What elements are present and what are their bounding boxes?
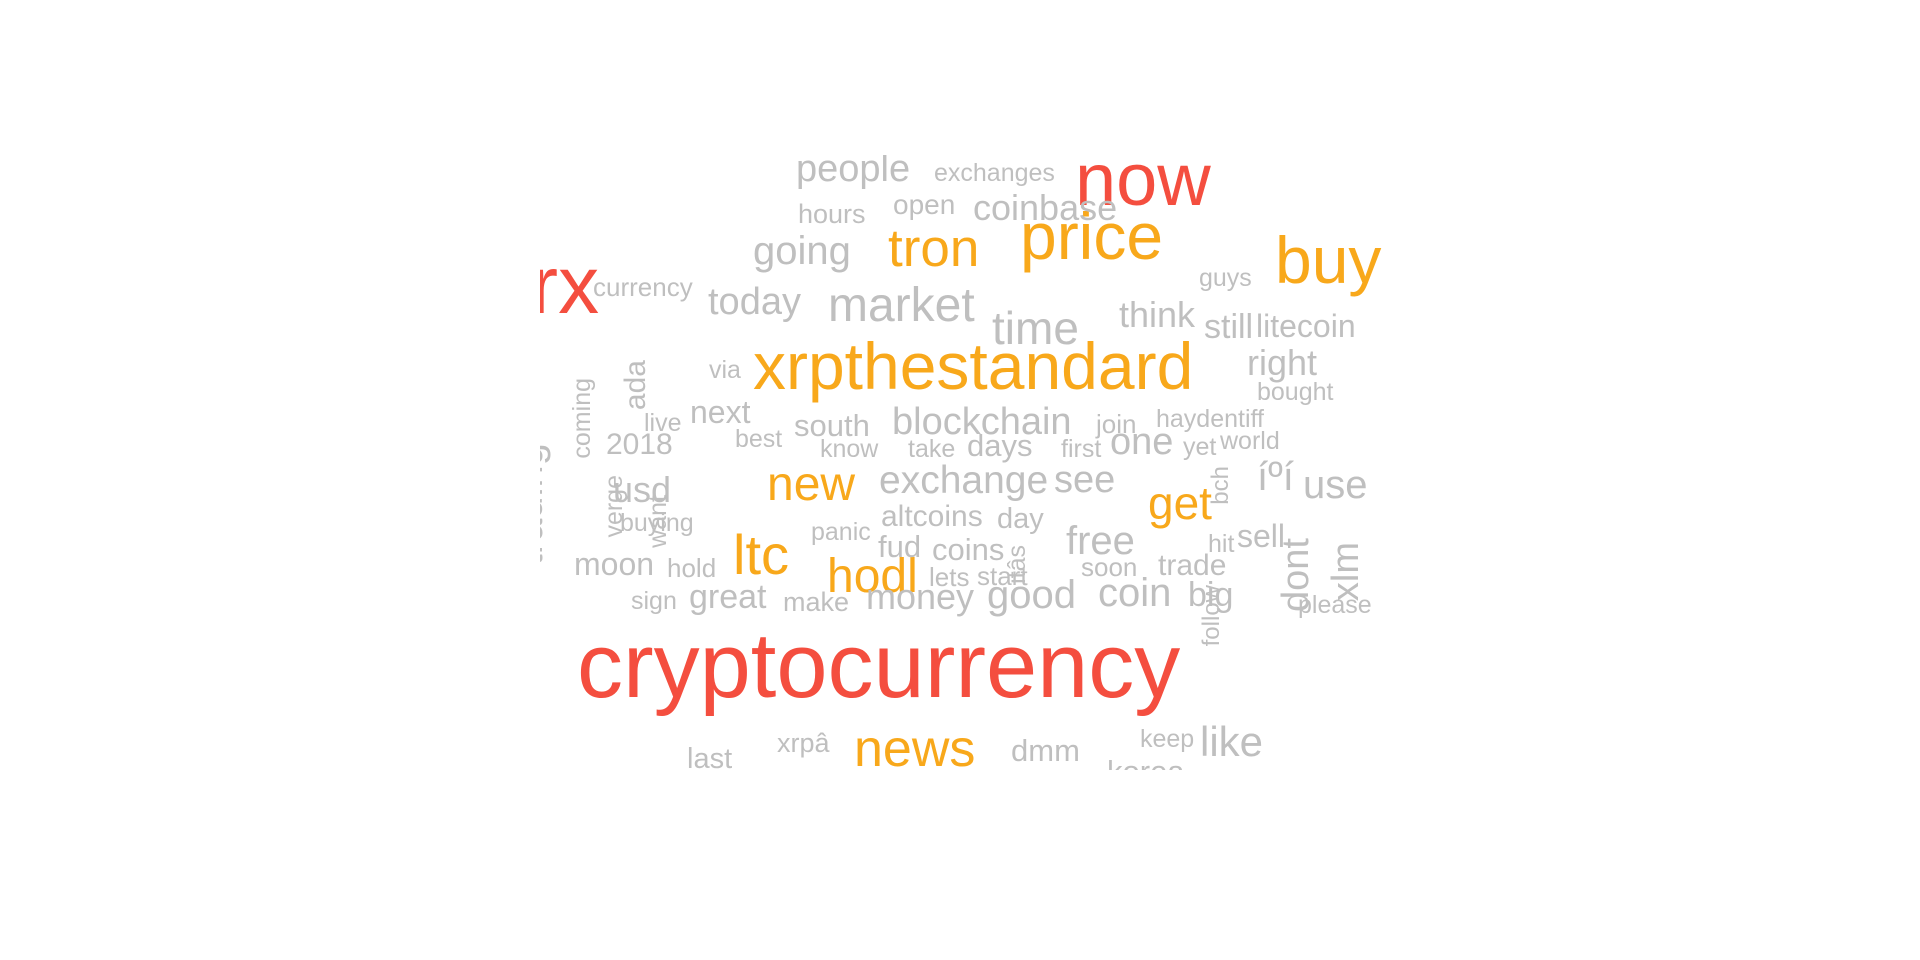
word-low: exchanges [934,159,1055,187]
word-mid: hodl [827,550,918,603]
word-high: now [1075,155,1211,221]
word-low: still [1204,308,1254,346]
word-low: going [753,229,851,273]
word-low: haydentiff [1156,405,1264,433]
word-low: blockchain [892,401,1072,443]
word-low: via [709,356,741,384]
word-mid: price [1020,199,1164,273]
word-low: south [794,408,870,443]
word-low: open [893,189,956,220]
word-low: live [644,409,682,437]
word-low: please [1298,591,1372,619]
word-low: time [992,302,1079,354]
word-high: trx [540,240,600,331]
word-low: free [1066,519,1135,563]
word-low: see [1054,459,1116,501]
word-mid: new [767,458,856,511]
word-low: hours [798,199,866,229]
word-mid: buy [1275,223,1382,297]
word-low: right [1247,342,1318,383]
word-low: people [796,155,911,190]
word-low: money [866,576,975,617]
word-low: ada [619,360,652,411]
word-low: sign [631,587,677,615]
word-low: coins [932,532,1005,567]
word-low: good [987,573,1076,617]
word-low: world [1220,427,1280,455]
word-low: panic [811,518,871,546]
word-low: usd [613,469,672,510]
word-mid: news [854,720,976,770]
word-low: days [967,428,1033,463]
word-low: start [977,561,1028,591]
word-low: keep [1140,725,1195,753]
word-low: 2018 [606,428,673,461]
word-low: trade [1158,549,1227,582]
word-low: sell [1237,518,1286,554]
word-low: know [820,435,879,463]
word-low: make [783,587,850,617]
word-low: think [1119,294,1196,335]
word-low: big [1188,576,1234,614]
word-low: currency [593,272,693,302]
word-low: last [687,743,733,771]
word-cloud-area: cryptocurrency trx now xrpthestandard price b… [540,155,1440,770]
word-low: next [690,394,751,430]
word-low: lets [929,562,970,592]
word-low: litecoin [1256,308,1356,344]
word-low: moon [574,546,655,582]
word-low: coin [1098,571,1172,615]
word-low: one [1110,421,1174,463]
word-low: like [1200,718,1264,765]
word-low: dmm [1011,733,1080,768]
word-low: xrpâ [777,728,830,758]
word-low: coming [568,378,596,459]
word-mid: xrpthestandard [753,329,1194,403]
word-low: bch [1207,466,1234,505]
word-low: altcoins [881,500,983,533]
word-mid: ltc [733,523,789,586]
word-low: best [735,425,783,453]
word-low: bought [1257,378,1334,406]
word-low: íºí [1257,455,1294,499]
word-low: fud [878,529,922,564]
word-low: take [908,435,956,463]
word-low: hit [1208,530,1235,558]
word-low: hold [667,553,717,583]
word-low: day [997,503,1044,535]
word-low: use [1303,463,1368,507]
word-low: exchange [879,459,1049,502]
word-mid: get [1148,477,1212,529]
word-low: yet [1183,433,1217,461]
word-low: soon [1081,552,1138,582]
word-low: first [1061,435,1102,463]
word-low: today [708,281,801,323]
word-low: coinbase [973,187,1118,228]
word-low: great [689,578,767,616]
word-low: trading [540,443,551,566]
word-low: guys [1199,264,1252,292]
word-low: korea [1107,756,1185,770]
word-low: market [828,279,975,332]
word-high: cryptocurrency [577,615,1181,717]
word-mid: tron [888,219,980,278]
word-low: buying [620,509,694,537]
word-low: join [1096,409,1137,439]
